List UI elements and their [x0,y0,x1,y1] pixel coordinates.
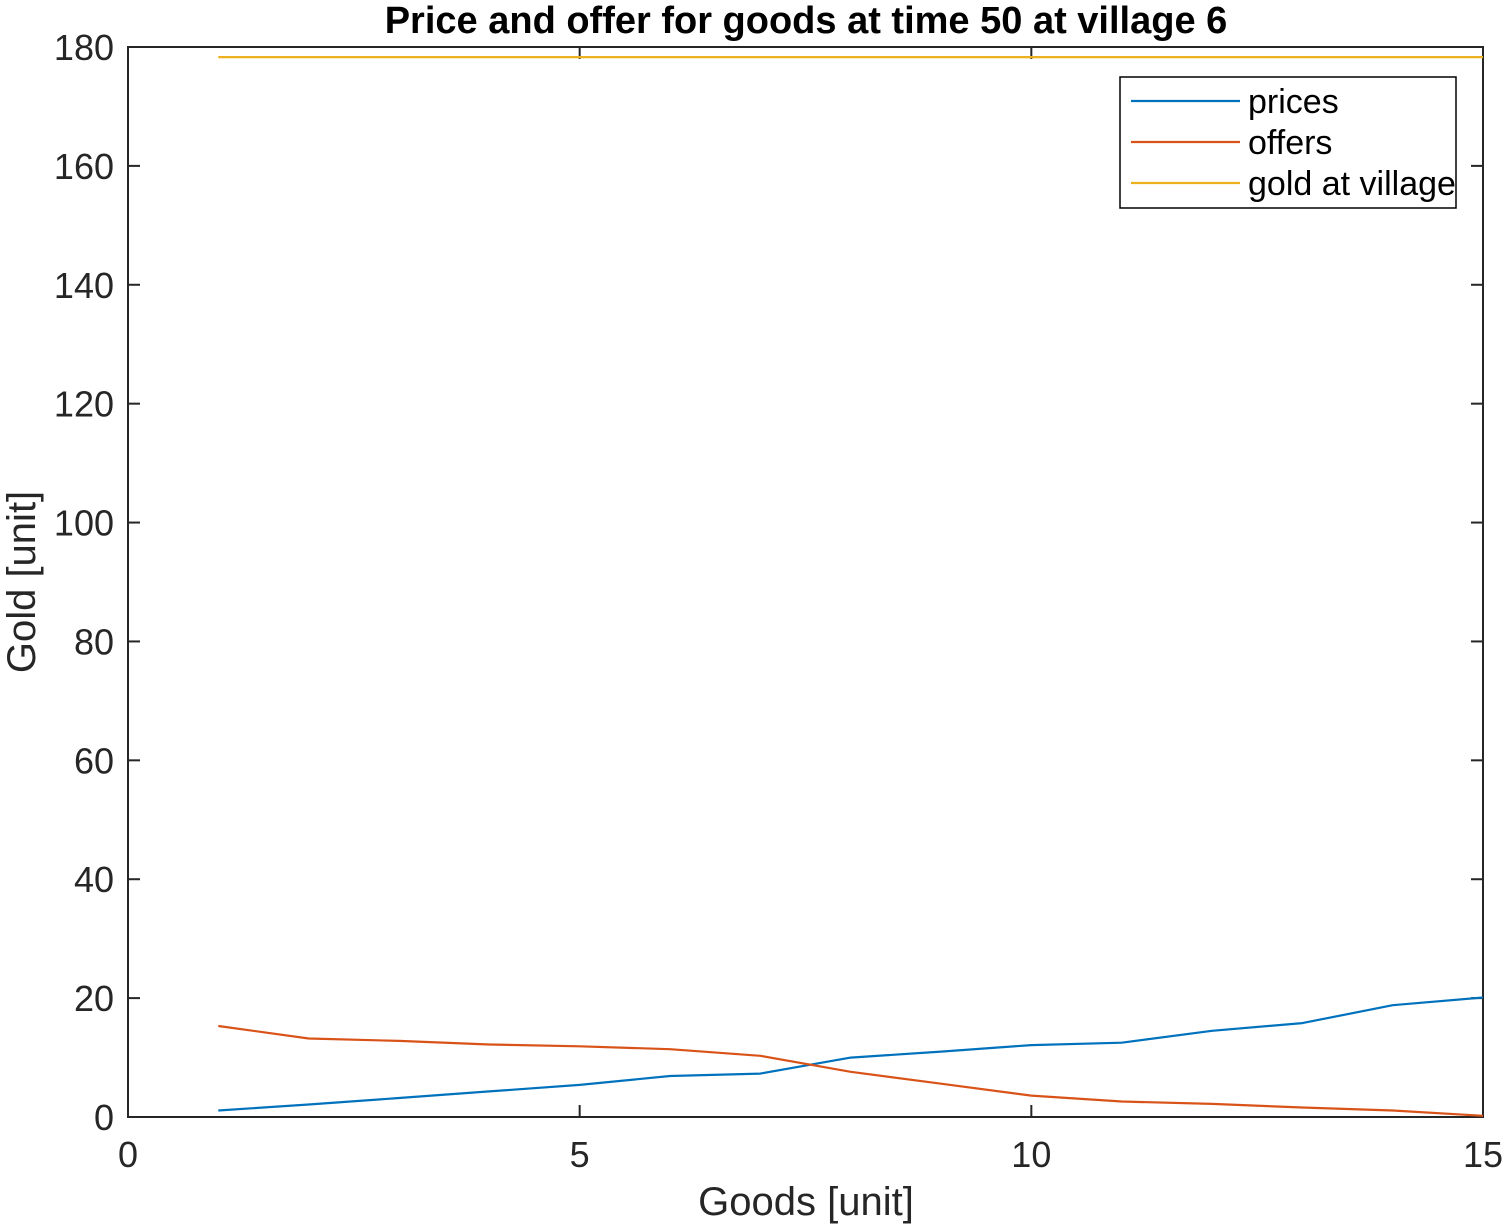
y-tick-label: 20 [74,978,114,1019]
legend-entry-label: offers [1248,124,1332,162]
y-tick-label: 80 [74,621,114,662]
x-axis-label: Goods [unit] [698,1180,914,1224]
x-tick-label: 0 [118,1134,138,1175]
x-tick-label: 5 [570,1134,590,1175]
y-tick-label: 100 [54,503,114,544]
series-line-prices [218,996,1484,1112]
y-axis-label: Gold [unit] [0,491,44,673]
y-tick-labels: 0 20 40 60 80 100 120 140 160 180 [54,27,114,1138]
y-tick-label: 120 [54,384,114,425]
y-tick-label: 40 [74,859,114,900]
y-tick-label: 140 [54,265,114,306]
chart-title: Price and offer for goods at time 50 at … [385,0,1228,42]
x-tick-labels: 0 5 10 15 [118,1134,1503,1175]
y-tick-label: 0 [94,1097,114,1138]
x-tick-label: 10 [1011,1134,1051,1175]
y-tick-label: 180 [54,27,114,68]
plot-area [127,46,1484,1118]
plot-frame [127,46,1484,1118]
x-tick-label: 15 [1463,1134,1503,1175]
legend-entry-label: prices [1248,83,1339,121]
series-line-offers [218,1024,1484,1117]
y-tick-label: 60 [74,740,114,781]
y-tick-label: 160 [54,146,114,187]
series-lines [218,55,1484,1117]
legend-entry-label: gold at village [1248,165,1456,203]
